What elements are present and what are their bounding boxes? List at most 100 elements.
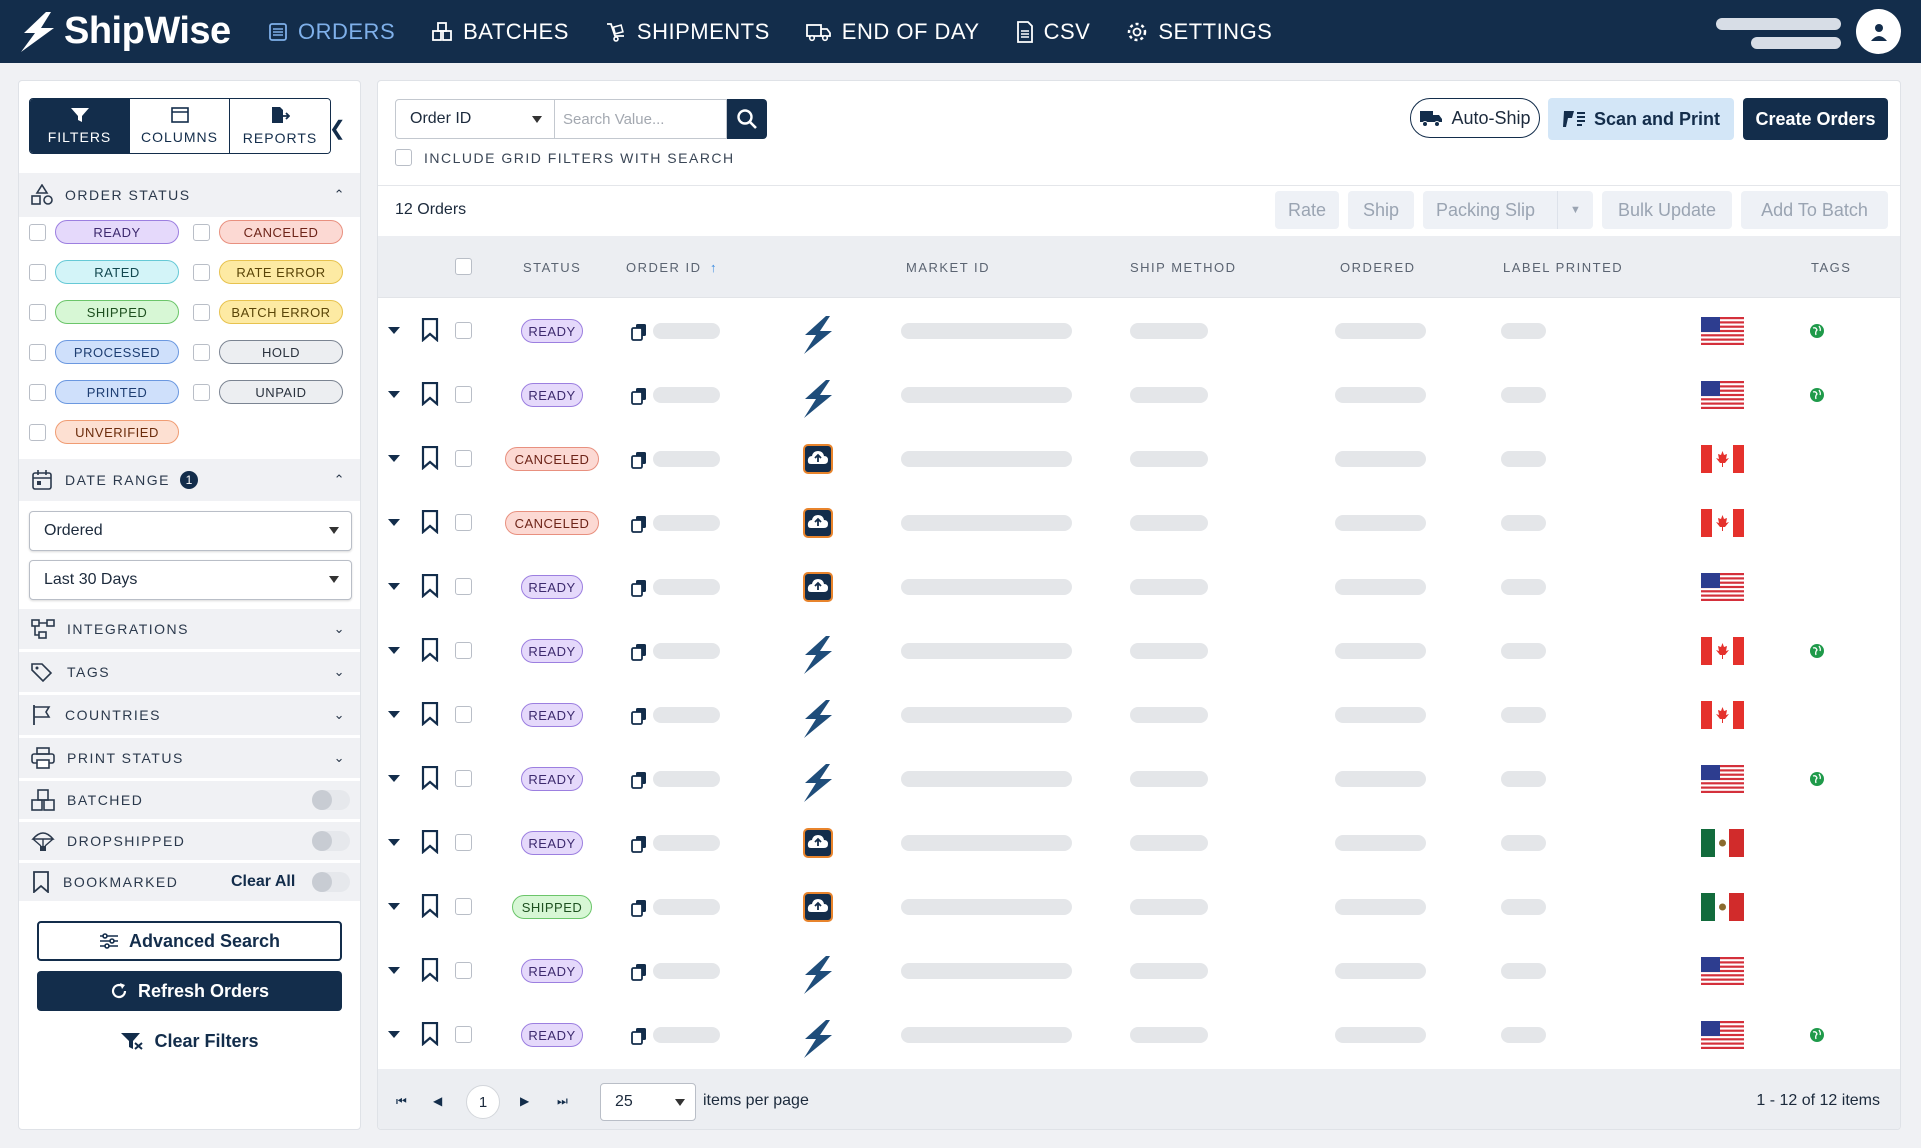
status-pill-rated[interactable]: RATED <box>55 260 179 284</box>
status-pill-unpaid[interactable]: UNPAID <box>219 380 343 404</box>
copy-icon[interactable] <box>631 1027 647 1045</box>
row-checkbox[interactable] <box>455 898 472 915</box>
table-row[interactable]: READY <box>378 939 1900 1002</box>
expand-row-icon[interactable] <box>388 327 400 334</box>
nav-csv[interactable]: CSV <box>1016 19 1091 45</box>
status-checkbox-unpaid[interactable] <box>193 384 210 401</box>
row-checkbox[interactable] <box>455 770 472 787</box>
status-pill-processed[interactable]: PROCESSED <box>55 340 179 364</box>
status-pill-batch-error[interactable]: BATCH ERROR <box>219 300 343 324</box>
table-row[interactable]: CANCELED <box>378 491 1900 554</box>
status-pill-canceled[interactable]: CANCELED <box>219 220 343 244</box>
table-row[interactable]: READY <box>378 811 1900 874</box>
bookmark-icon[interactable] <box>420 638 440 662</box>
copy-icon[interactable] <box>631 899 647 917</box>
bookmark-icon[interactable] <box>420 574 440 598</box>
expand-row-icon[interactable] <box>388 839 400 846</box>
table-row[interactable]: READY <box>378 683 1900 746</box>
status-checkbox-printed[interactable] <box>29 384 46 401</box>
row-checkbox[interactable] <box>455 450 472 467</box>
date-range-select[interactable]: Last 30 Days <box>29 560 352 600</box>
bookmark-icon[interactable] <box>420 702 440 726</box>
table-row[interactable]: SHIPPED <box>378 875 1900 938</box>
batched-toggle[interactable] <box>312 790 350 810</box>
row-checkbox[interactable] <box>455 962 472 979</box>
status-pill-hold[interactable]: HOLD <box>219 340 343 364</box>
bulk-update-button[interactable]: Bulk Update <box>1602 191 1732 229</box>
column-ship-method[interactable]: SHIP METHOD <box>1130 260 1237 275</box>
column-ordered[interactable]: ORDERED <box>1340 260 1416 275</box>
table-row[interactable]: READY <box>378 747 1900 810</box>
add-to-batch-button[interactable]: Add To Batch <box>1741 191 1888 229</box>
expand-row-icon[interactable] <box>388 519 400 526</box>
copy-icon[interactable] <box>631 387 647 405</box>
row-checkbox[interactable] <box>455 1026 472 1043</box>
expand-row-icon[interactable] <box>388 391 400 398</box>
expand-row-icon[interactable] <box>388 647 400 654</box>
nav-batches[interactable]: BATCHES <box>431 19 569 45</box>
row-checkbox[interactable] <box>455 322 472 339</box>
expand-row-icon[interactable] <box>388 583 400 590</box>
table-row[interactable]: CANCELED <box>378 427 1900 490</box>
collapse-sidebar-icon[interactable]: ❮ <box>329 118 346 140</box>
include-grid-filters-checkbox[interactable] <box>395 149 412 166</box>
copy-icon[interactable] <box>631 579 647 597</box>
bookmarked-toggle[interactable] <box>312 872 350 892</box>
table-row[interactable]: READY <box>378 619 1900 682</box>
dropshipped-toggle[interactable] <box>312 831 350 851</box>
status-pill-shipped[interactable]: SHIPPED <box>55 300 179 324</box>
status-checkbox-hold[interactable] <box>193 344 210 361</box>
status-pill-printed[interactable]: PRINTED <box>55 380 179 404</box>
copy-icon[interactable] <box>631 835 647 853</box>
user-avatar[interactable] <box>1856 9 1901 54</box>
row-checkbox[interactable] <box>455 386 472 403</box>
search-input[interactable] <box>555 99 727 139</box>
status-checkbox-rated[interactable] <box>29 264 46 281</box>
packing-slip-button[interactable]: Packing Slip ▼ <box>1423 191 1593 229</box>
auto-ship-button[interactable]: Auto-Ship <box>1410 98 1540 138</box>
scan-and-print-button[interactable]: Scan and Print <box>1548 98 1734 140</box>
column-market-id[interactable]: MARKET ID <box>906 260 991 275</box>
copy-icon[interactable] <box>631 323 647 341</box>
bookmark-icon[interactable] <box>420 830 440 854</box>
bookmark-icon[interactable] <box>420 510 440 534</box>
bookmark-icon[interactable] <box>420 318 440 342</box>
table-row[interactable]: READY <box>378 1003 1900 1066</box>
tab-columns[interactable]: COLUMNS <box>130 99 230 153</box>
bookmark-icon[interactable] <box>420 382 440 406</box>
status-checkbox-shipped[interactable] <box>29 304 46 321</box>
column-order-id[interactable]: ORDER ID <box>626 260 702 275</box>
select-all-checkbox[interactable] <box>455 258 472 275</box>
clear-all-link[interactable]: Clear All <box>231 873 296 890</box>
copy-icon[interactable] <box>631 963 647 981</box>
bookmark-icon[interactable] <box>420 1022 440 1046</box>
section-countries[interactable]: COUNTRIES ⌄ <box>19 695 360 735</box>
section-date-range[interactable]: DATE RANGE 1 ⌃ <box>19 459 360 501</box>
table-row[interactable]: READY <box>378 363 1900 426</box>
rate-button[interactable]: Rate <box>1275 191 1339 229</box>
table-row[interactable]: READY <box>378 555 1900 618</box>
expand-row-icon[interactable] <box>388 967 400 974</box>
status-pill-rate-error[interactable]: RATE ERROR <box>219 260 343 284</box>
last-page-icon[interactable]: ⏭ <box>557 1094 568 1108</box>
copy-icon[interactable] <box>631 707 647 725</box>
bookmark-icon[interactable] <box>420 766 440 790</box>
page-size-select[interactable]: 25 <box>600 1083 696 1121</box>
status-checkbox-canceled[interactable] <box>193 224 210 241</box>
row-checkbox[interactable] <box>455 706 472 723</box>
status-pill-ready[interactable]: READY <box>55 220 179 244</box>
section-tags[interactable]: TAGS ⌄ <box>19 652 360 692</box>
expand-row-icon[interactable] <box>388 455 400 462</box>
sort-asc-icon[interactable]: ↑ <box>710 260 718 275</box>
refresh-orders-button[interactable]: Refresh Orders <box>37 971 342 1011</box>
create-orders-button[interactable]: Create Orders <box>1743 98 1888 140</box>
copy-icon[interactable] <box>631 643 647 661</box>
expand-row-icon[interactable] <box>388 1031 400 1038</box>
search-button[interactable] <box>727 99 767 139</box>
bookmark-icon[interactable] <box>420 894 440 918</box>
nav-end-of-day[interactable]: END OF DAY <box>805 19 980 45</box>
copy-icon[interactable] <box>631 451 647 469</box>
tab-reports[interactable]: REPORTS <box>230 99 330 153</box>
clear-filters-button[interactable]: Clear Filters <box>37 1021 342 1061</box>
expand-row-icon[interactable] <box>388 903 400 910</box>
